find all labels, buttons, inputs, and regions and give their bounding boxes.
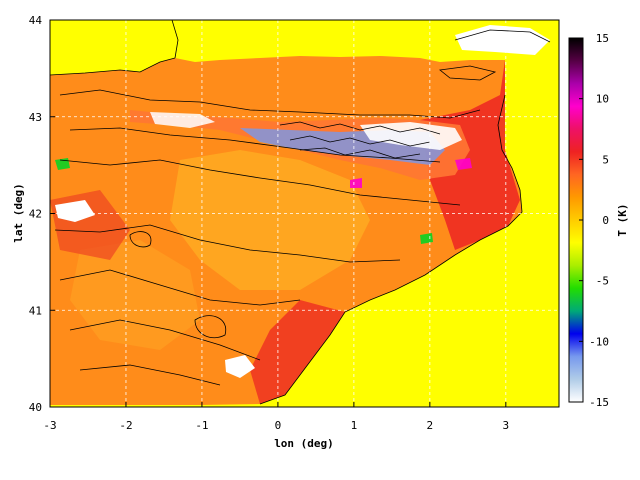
warm-region-southcoast [250,300,345,404]
x-axis-label: lon (deg) [274,437,334,450]
contour-line [50,57,176,76]
contour-line [454,29,551,43]
contour-line [194,315,227,339]
x-axis: -3 -2 -1 0 1 2 3 [43,402,509,432]
colorbar-tick-label: 0 [602,214,609,227]
contour-line [69,319,261,361]
contour-line [299,147,421,159]
colorbar-label: T (K) [616,203,629,236]
x-tick-label: 2 [427,419,434,432]
colorbar-tick-label: 5 [602,153,609,166]
x-tick-label: 0 [275,419,282,432]
warm-region-northeast [420,60,520,250]
x-tick-label: 1 [351,419,358,432]
colorbar-tick-label: -5 [596,275,609,288]
offshore-white-patch [455,25,550,55]
y-tick-label: 40 [29,401,42,414]
contour-line [171,20,179,59]
colorbar-tick-label: -15 [589,396,609,409]
cold-patch-south [225,355,255,378]
contour-line [59,159,461,206]
y-tick-label: 41 [29,304,42,317]
grid-lines [50,20,559,407]
cold-patch-west [55,200,95,222]
x-tick-label: -2 [119,419,132,432]
x-tick-label: 3 [503,419,510,432]
contour-line [259,94,523,405]
contour-line [439,65,497,81]
contour-line [129,231,152,248]
map-plot-area [50,20,559,407]
colorbar-tick-label: 15 [596,32,609,45]
pyrenees-white-zone [360,122,462,150]
y-tick-label: 43 [29,111,42,124]
y-axis-label: lat (deg) [12,183,25,243]
contour-line [279,121,441,135]
y-axis: 40 41 42 43 44 [29,14,55,414]
colorbar-ticks: -15 -10 -5 0 5 10 15 [579,32,609,409]
x-tick-label: -1 [195,419,208,432]
y-tick-label: 42 [29,208,42,221]
lowland-region-south [70,240,200,350]
colorbar-tick-label: -10 [589,335,609,348]
pyrenees-magenta-spots [350,158,472,188]
contour-line [59,269,301,306]
colorbar-tick-label: 10 [596,93,609,106]
y-tick-label: 44 [29,14,43,27]
lowland-region-ebro [170,150,370,290]
pyrenees-white-zone-west [150,112,215,128]
contour-line [54,224,401,263]
contour-line [289,135,431,147]
contour-line [79,364,221,386]
colorbar: -15 -10 -5 0 5 10 15 T (K) [568,32,629,409]
contour-line [69,127,441,163]
x-tick-label: -3 [43,419,56,432]
